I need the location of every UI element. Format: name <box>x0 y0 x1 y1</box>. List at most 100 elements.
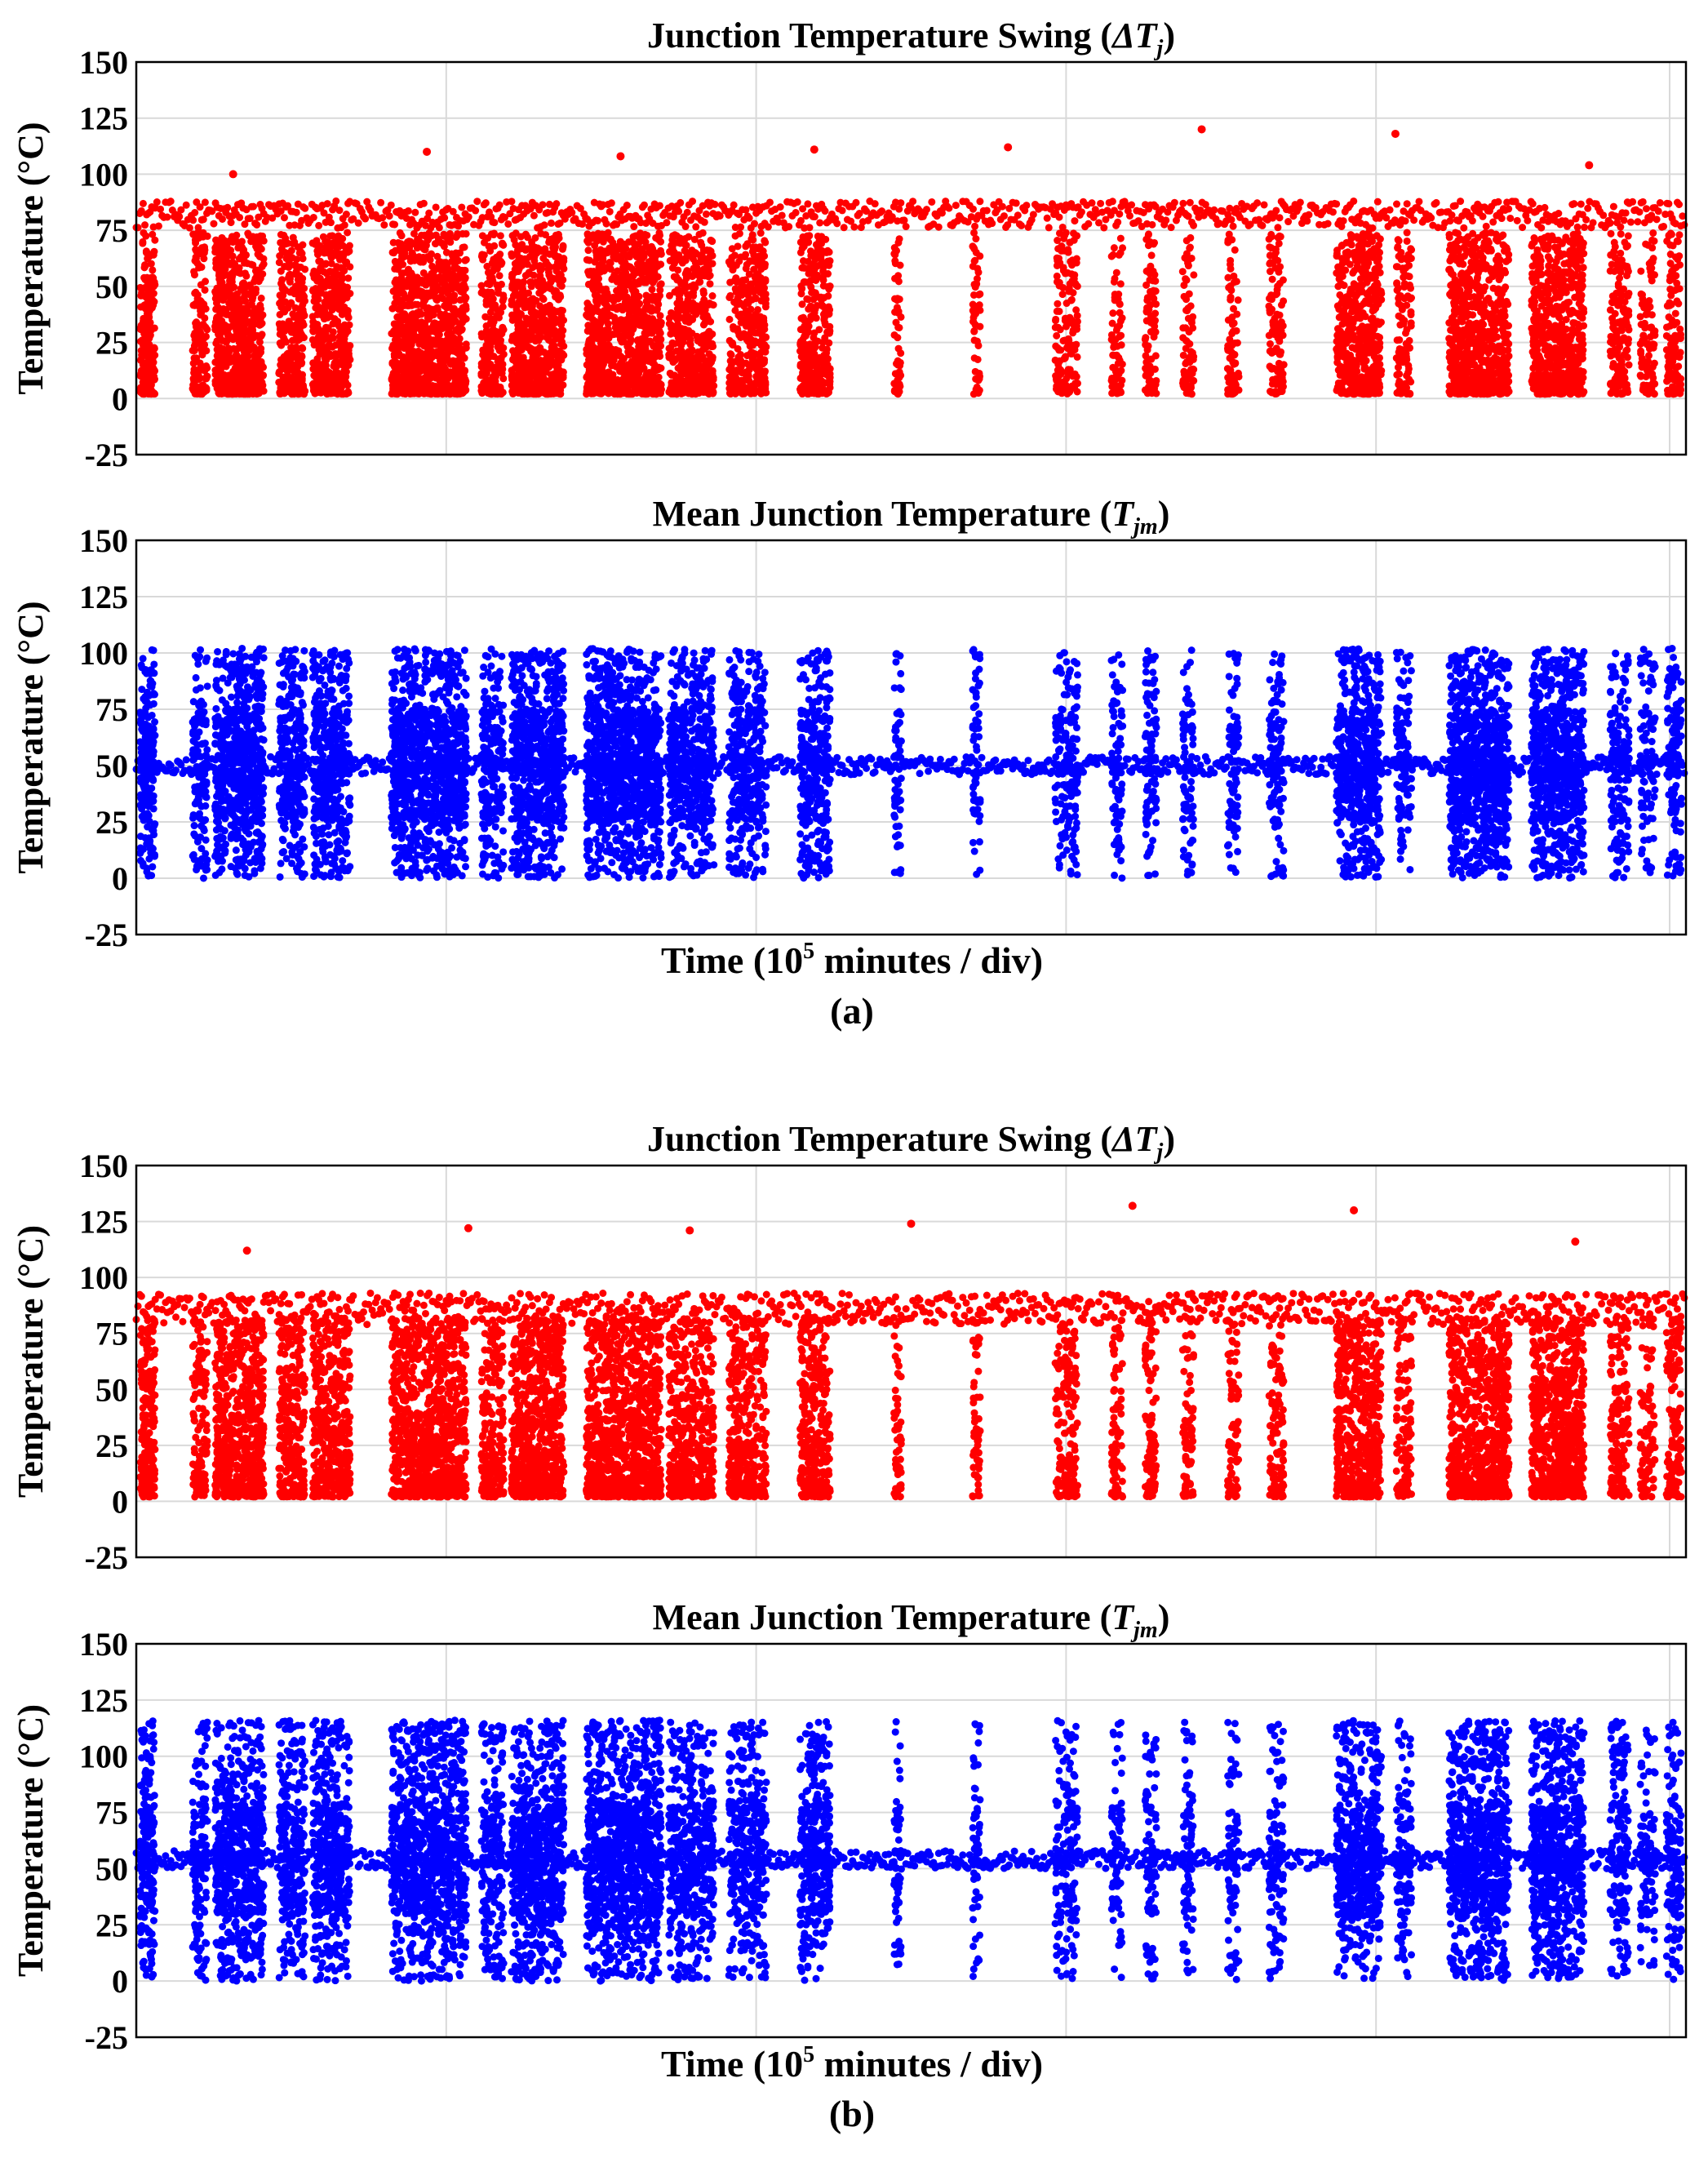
data-point <box>1617 224 1624 231</box>
data-point <box>140 200 147 207</box>
data-point <box>189 216 197 224</box>
data-point <box>1284 218 1292 225</box>
data-point <box>988 220 996 227</box>
data-point <box>766 198 774 206</box>
data-point <box>1258 222 1266 229</box>
data-point <box>1483 223 1490 230</box>
data-point <box>682 223 690 230</box>
data-point <box>190 268 197 275</box>
data-point <box>433 203 440 211</box>
data-point <box>1404 200 1411 207</box>
data-point <box>1340 217 1347 224</box>
data-point <box>137 372 144 380</box>
data-point <box>1071 217 1078 224</box>
data-point <box>1514 217 1521 224</box>
data-point <box>436 224 443 231</box>
data-point <box>1190 222 1197 229</box>
data-point <box>737 224 744 231</box>
data-point <box>603 220 610 228</box>
data-point <box>315 222 322 229</box>
data-point <box>490 219 498 226</box>
data-point <box>144 300 152 308</box>
data-point <box>630 223 637 230</box>
data-point <box>541 221 548 229</box>
data-point <box>191 209 198 216</box>
data-point <box>473 198 481 205</box>
data-point <box>137 324 144 331</box>
data-point <box>1433 199 1440 206</box>
data-point <box>324 200 331 207</box>
data-point <box>1276 214 1284 221</box>
data-point <box>641 202 648 209</box>
data-point <box>1498 215 1506 222</box>
data-point <box>1350 198 1357 205</box>
data-point <box>539 201 546 208</box>
data-point <box>228 219 235 226</box>
data-point <box>1655 207 1662 215</box>
data-point <box>901 216 908 224</box>
data-point <box>1519 224 1526 231</box>
data-point <box>1023 202 1030 209</box>
data-point <box>1148 221 1156 229</box>
data-point <box>167 198 175 205</box>
figure: 1501251007550250-25Junction Temperature … <box>0 0 1708 2167</box>
data-point <box>1599 211 1607 219</box>
data-point <box>150 251 157 259</box>
data-point <box>1187 199 1194 206</box>
data-point <box>186 224 193 232</box>
data-point <box>144 324 152 331</box>
data-point <box>310 214 317 221</box>
data-point <box>895 206 903 213</box>
data-point <box>377 199 384 206</box>
data-point <box>149 390 157 397</box>
data-point <box>1584 205 1591 212</box>
data-point <box>1590 219 1597 226</box>
data-point <box>816 219 823 226</box>
data-point <box>1657 199 1664 206</box>
data-point <box>1114 219 1121 226</box>
data-point <box>140 351 148 358</box>
data-point <box>250 203 257 211</box>
data-point <box>151 237 158 244</box>
data-point <box>928 198 935 206</box>
data-point <box>140 229 147 237</box>
data-point <box>1171 199 1178 206</box>
data-point <box>141 389 149 397</box>
data-point <box>1581 224 1588 231</box>
data-point <box>332 198 339 205</box>
a-swing-points <box>133 125 1688 397</box>
data-point <box>945 205 952 212</box>
data-point <box>1643 205 1650 212</box>
data-point <box>903 223 910 230</box>
data-point <box>1374 198 1382 206</box>
data-point <box>1274 224 1281 231</box>
data-point <box>458 203 465 211</box>
data-point <box>751 220 758 228</box>
data-point <box>530 212 538 220</box>
data-point <box>794 198 801 206</box>
data-point <box>839 206 846 214</box>
data-point <box>465 213 472 220</box>
data-point <box>163 213 171 220</box>
data-point <box>441 214 448 221</box>
data-point <box>1261 201 1268 208</box>
data-point <box>153 198 161 206</box>
data-point <box>224 204 231 211</box>
data-point <box>1097 200 1104 207</box>
data-point <box>1529 200 1537 207</box>
data-point <box>1272 206 1280 214</box>
data-point <box>746 215 753 222</box>
data-point <box>1427 214 1435 221</box>
data-point <box>140 318 147 325</box>
data-point <box>236 214 243 221</box>
data-point <box>144 310 151 318</box>
data-point <box>219 215 226 223</box>
data-point <box>1524 217 1531 224</box>
data-point <box>193 323 200 331</box>
data-point <box>1506 215 1514 222</box>
data-point <box>386 212 393 220</box>
data-point <box>1410 216 1417 224</box>
data-point <box>301 205 308 212</box>
data-point <box>1013 199 1020 206</box>
